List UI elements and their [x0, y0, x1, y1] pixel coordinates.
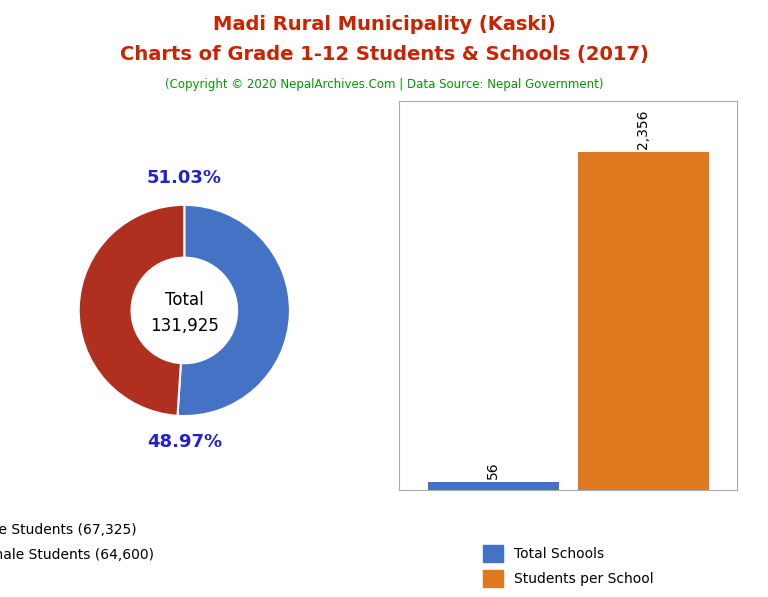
Wedge shape: [177, 205, 290, 416]
Text: 51.03%: 51.03%: [147, 170, 222, 187]
Legend: Total Schools, Students per School: Total Schools, Students per School: [478, 541, 658, 591]
Text: Madi Rural Municipality (Kaski): Madi Rural Municipality (Kaski): [213, 15, 555, 34]
Text: 56: 56: [486, 461, 500, 479]
Text: 2,356: 2,356: [637, 110, 650, 149]
Text: 131,925: 131,925: [150, 317, 219, 336]
Text: (Copyright © 2020 NepalArchives.Com | Data Source: Nepal Government): (Copyright © 2020 NepalArchives.Com | Da…: [165, 78, 603, 91]
Bar: [578, 152, 709, 490]
Text: Total: Total: [165, 291, 204, 309]
Legend: Male Students (67,325), Female Students (64,600): Male Students (67,325), Female Students …: [0, 516, 158, 567]
Text: Charts of Grade 1-12 Students & Schools (2017): Charts of Grade 1-12 Students & Schools …: [120, 45, 648, 64]
Text: 48.97%: 48.97%: [147, 433, 222, 451]
Bar: [428, 482, 559, 490]
Wedge shape: [79, 205, 184, 416]
